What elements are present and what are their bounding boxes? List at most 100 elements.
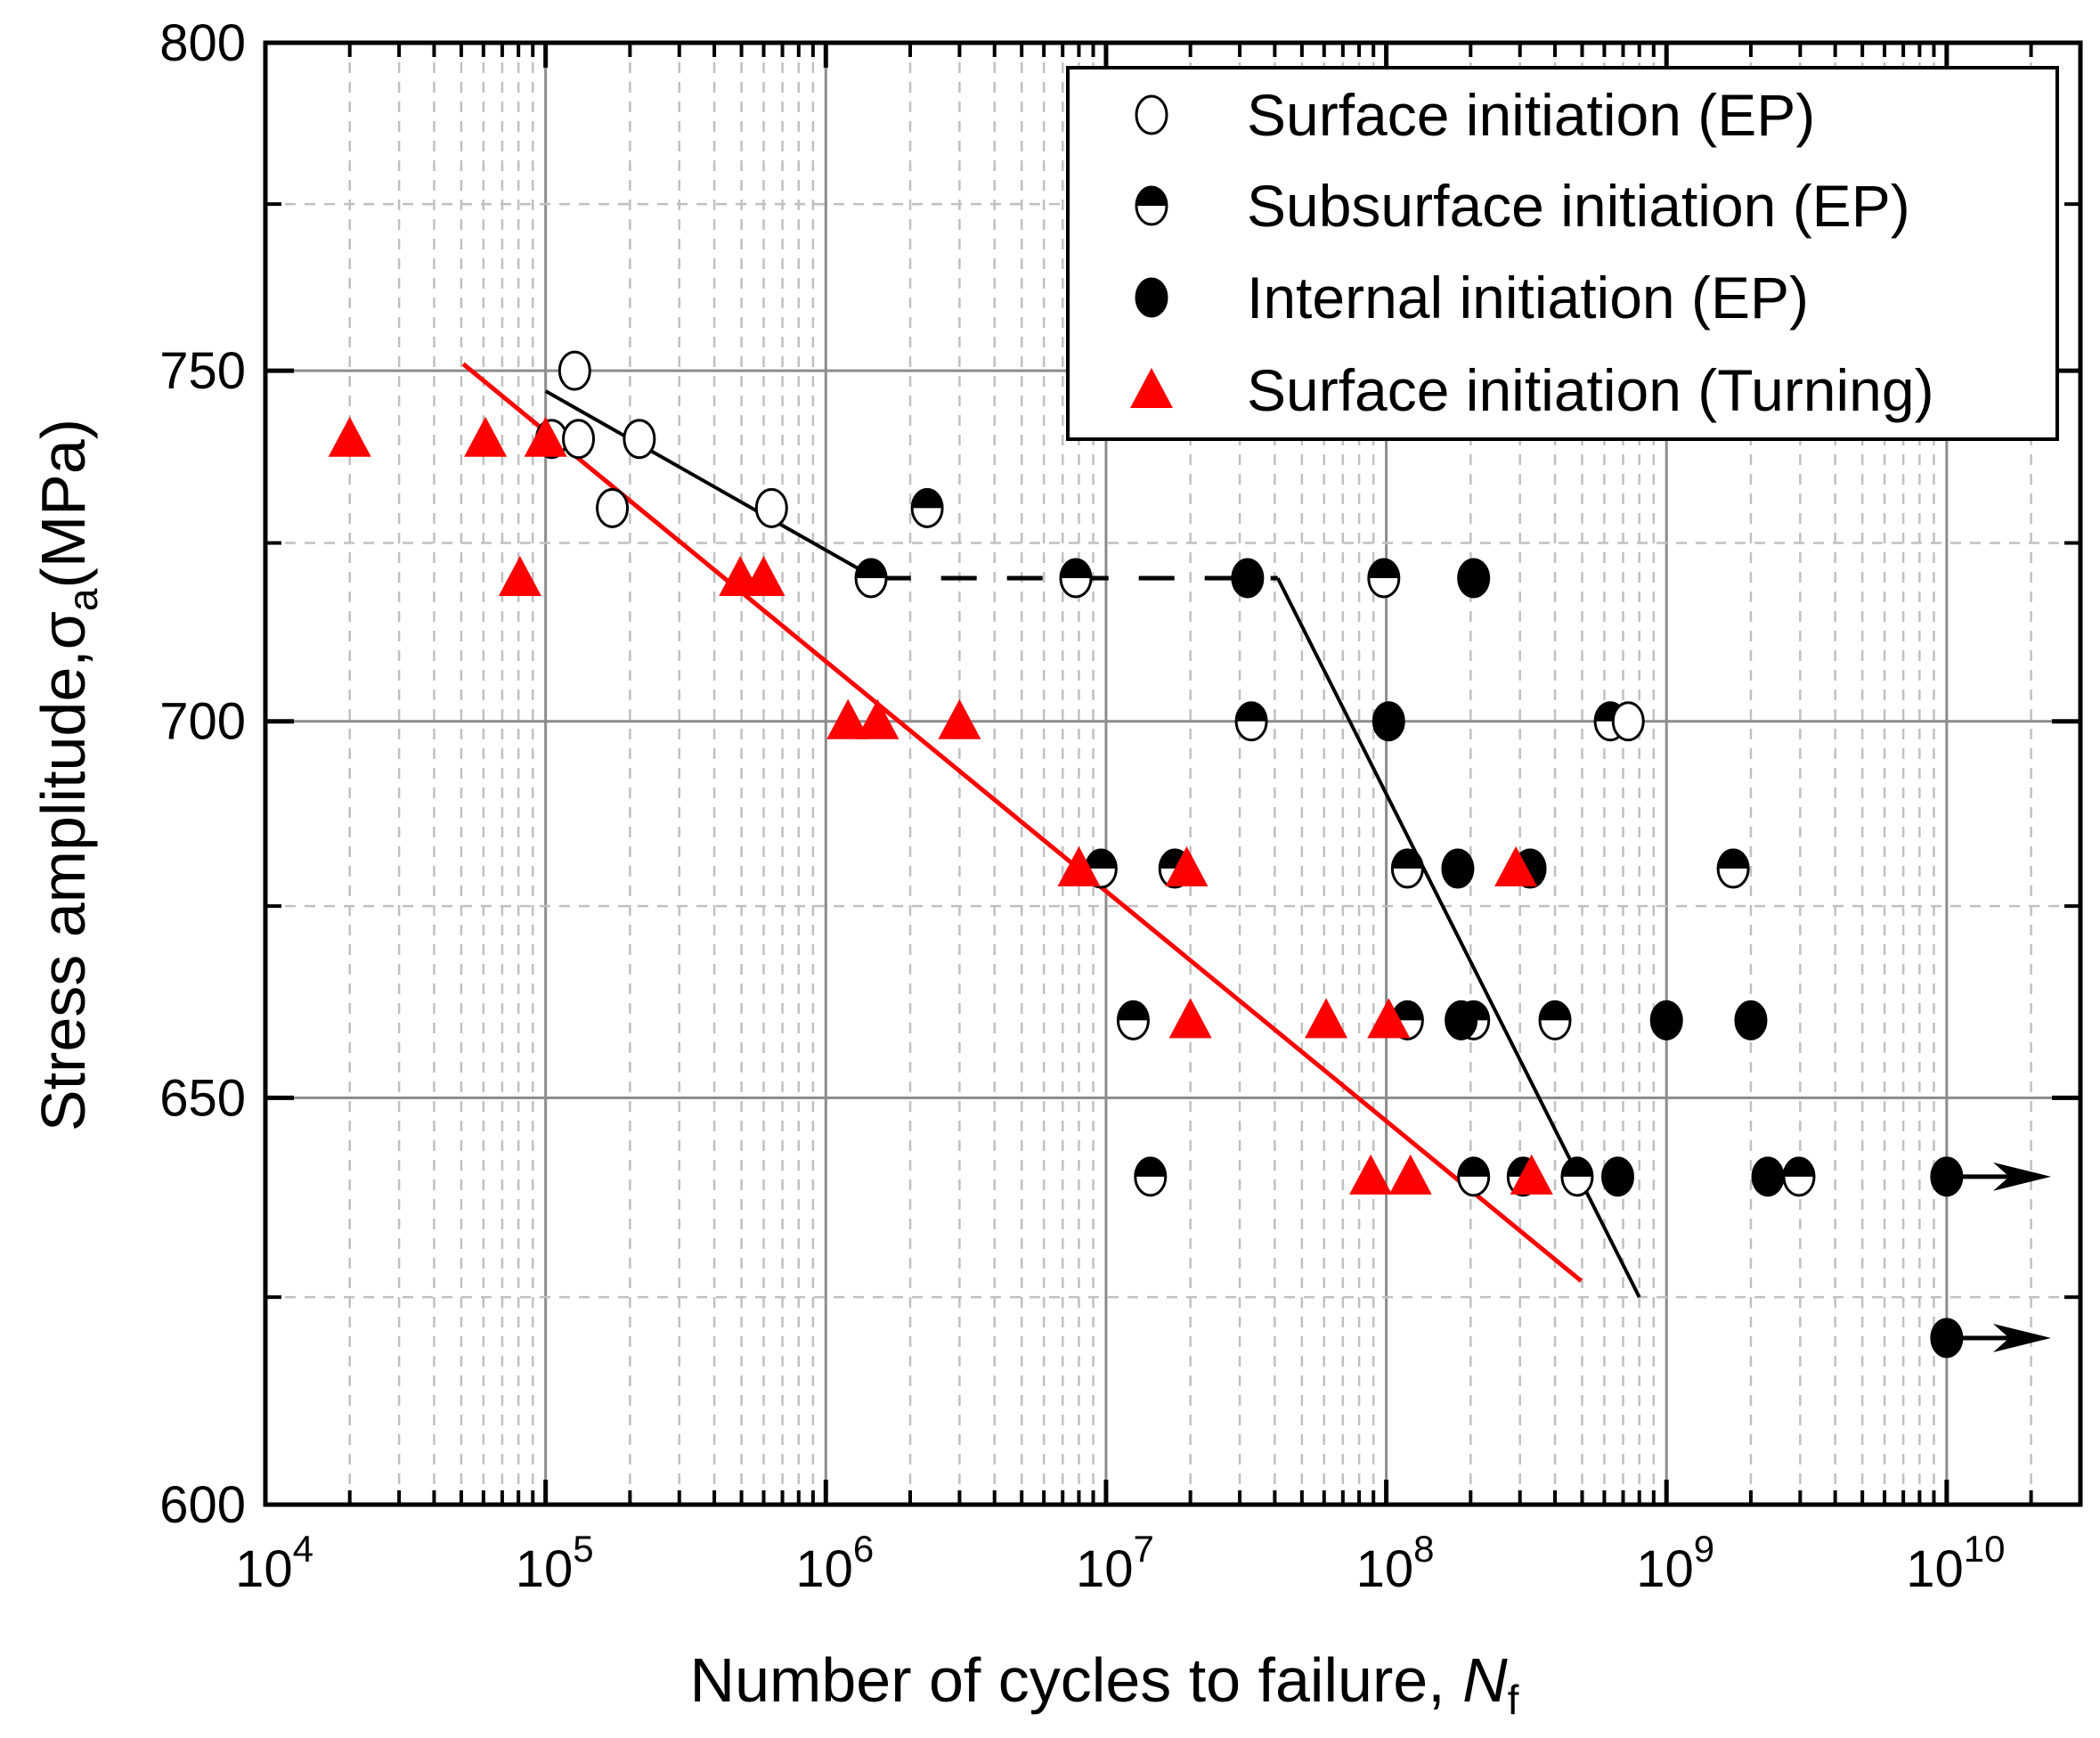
x-tick-label: 104	[235, 1528, 313, 1598]
x-tick-label: 107	[1076, 1528, 1154, 1598]
triangle-marker	[938, 698, 981, 739]
triangle-marker	[1168, 998, 1212, 1039]
triangle-marker	[1057, 846, 1101, 887]
y-tick-label: 700	[159, 693, 246, 751]
half-circle-fill	[1783, 1157, 1814, 1177]
half-circle-fill	[1392, 850, 1423, 869]
filled-circle-marker	[1930, 1156, 1964, 1197]
filled-circle-marker	[1135, 277, 1168, 318]
data-point-half-filled-circle	[854, 558, 888, 599]
x-tick-labels: 104 105 106 107 108 109 1010	[235, 1528, 2005, 1598]
filled-circle-marker	[1441, 848, 1475, 889]
data-point-filled-circle	[1457, 558, 1491, 599]
filled-circle-marker	[1734, 1000, 1768, 1040]
data-point-red-triangle	[1367, 998, 1411, 1039]
open-circle-marker	[623, 419, 656, 460]
data-point-half-filled-circle	[1457, 1156, 1491, 1197]
open-circle-marker	[1135, 94, 1168, 135]
filled-circle-marker	[1445, 1000, 1478, 1040]
legend-label-internal-ep: Internal initiation (EP)	[1247, 265, 1809, 330]
triangle-marker	[464, 416, 508, 457]
x-tick-label: 108	[1356, 1528, 1435, 1598]
data-point-open-circle	[1135, 94, 1168, 135]
data-point-red-triangle	[938, 698, 981, 739]
data-point-filled-circle	[1930, 1156, 1964, 1197]
data-point-red-triangle	[1057, 846, 1101, 887]
y-tick-labels: 600 650 700 750 800	[159, 14, 246, 1534]
half-circle-fill	[1060, 559, 1091, 578]
triangle-marker	[328, 416, 371, 457]
runout-arrow-head	[1993, 1162, 2051, 1191]
filled-circle-marker	[1649, 1000, 1683, 1040]
data-point-half-filled-circle	[1234, 701, 1268, 742]
half-circle-fill	[856, 559, 887, 578]
data-point-half-filled-circle	[1782, 1156, 1816, 1197]
data-point-red-triangle	[524, 416, 567, 457]
legend-label-surface-ep: Surface initiation (EP)	[1247, 82, 1815, 148]
data-point-half-filled-circle	[1367, 558, 1401, 599]
data-point-open-circle	[1611, 701, 1645, 742]
y-tick-label: 600	[159, 1476, 246, 1534]
data-point-filled-circle	[1751, 1156, 1785, 1197]
legend-label-turning: Surface initiation (Turning)	[1247, 357, 1934, 423]
data-point-filled-circle	[1372, 701, 1405, 742]
x-tick-label: 105	[516, 1528, 594, 1598]
triangle-marker	[1494, 846, 1538, 887]
data-point-red-triangle	[1388, 1154, 1432, 1195]
filled-circle-marker	[1231, 558, 1265, 599]
half-circle-fill	[912, 489, 943, 509]
data-point-red-triangle	[1130, 368, 1173, 408]
open-circle-marker	[558, 350, 591, 391]
runout-arrow-head	[1993, 1323, 2051, 1352]
triangle-marker	[826, 698, 870, 739]
triangle-marker	[1130, 368, 1173, 408]
data-point-half-filled-circle	[910, 487, 944, 528]
x-tick-label: 109	[1636, 1528, 1714, 1598]
data-point-open-circle	[558, 350, 591, 391]
half-circle-fill	[1561, 1157, 1592, 1177]
filled-circle-marker	[1751, 1156, 1785, 1197]
data-point-filled-circle	[1649, 1000, 1683, 1040]
data-point-red-triangle	[1165, 846, 1209, 887]
half-circle-fill	[1458, 1157, 1489, 1177]
data-point-red-triangle	[1349, 1154, 1393, 1195]
half-circle-fill	[1086, 850, 1117, 869]
data-point-filled-circle	[1135, 277, 1168, 318]
data-point-red-triangle	[464, 416, 508, 457]
half-circle-fill	[1136, 187, 1167, 206]
triangle-marker	[1165, 846, 1209, 887]
triangle-marker	[524, 416, 567, 457]
plot-frame	[263, 40, 2083, 1507]
data-point-red-triangle	[1510, 1154, 1553, 1195]
data-point-filled-circle	[1930, 1318, 1964, 1359]
data-point-red-triangle	[1494, 846, 1538, 887]
data-point-half-filled-circle	[1716, 848, 1750, 889]
y-tick-label: 750	[159, 342, 246, 400]
legend-box	[1066, 66, 2059, 441]
data-point-red-triangle	[498, 555, 541, 596]
half-circle-fill	[1540, 1001, 1571, 1021]
data-point-open-circle	[562, 419, 596, 460]
half-circle-fill	[1368, 559, 1399, 578]
filled-circle-marker	[1457, 558, 1491, 599]
data-point-red-triangle	[1305, 998, 1348, 1039]
data-point-red-triangle	[328, 416, 371, 457]
data-point-filled-circle	[1734, 1000, 1768, 1040]
x-tick-label: 1010	[1906, 1528, 2005, 1598]
data-point-open-circle	[754, 487, 788, 528]
open-circle-marker	[596, 487, 630, 528]
legend: Surface initiation (EP) Subsurface initi…	[1066, 66, 2059, 441]
open-circle-marker	[754, 487, 788, 528]
data-point-red-triangle	[856, 698, 899, 739]
triangle-marker	[742, 555, 785, 596]
data-point-open-circle	[596, 487, 630, 528]
axis-ticks	[263, 40, 2082, 1507]
half-circle-fill	[1135, 1157, 1166, 1177]
legend-label-subsurface-ep: Subsurface initiation (EP)	[1247, 173, 1910, 239]
triangle-marker	[498, 555, 541, 596]
filled-circle-marker	[1601, 1156, 1635, 1197]
triangle-marker	[1388, 1154, 1432, 1195]
data-point-filled-circle	[1601, 1156, 1635, 1197]
open-circle-marker	[562, 419, 596, 460]
